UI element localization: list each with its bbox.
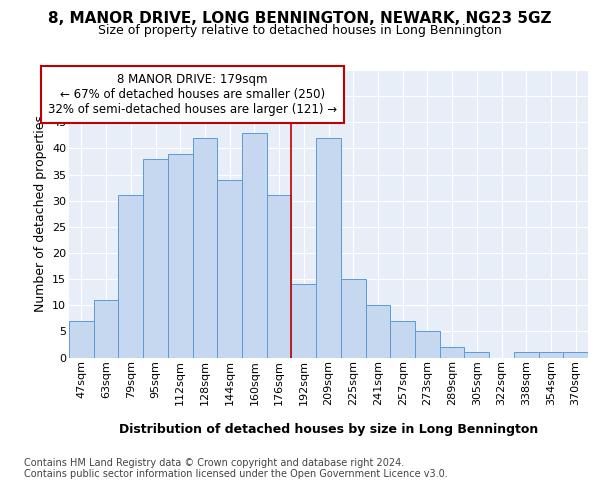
Bar: [341, 279, 365, 357]
Bar: [69, 321, 94, 358]
Text: Size of property relative to detached houses in Long Bennington: Size of property relative to detached ho…: [98, 24, 502, 37]
Text: 8, MANOR DRIVE, LONG BENNINGTON, NEWARK, NG23 5GZ: 8, MANOR DRIVE, LONG BENNINGTON, NEWARK,…: [48, 11, 552, 26]
Bar: [464, 352, 489, 358]
Bar: [143, 159, 168, 358]
Bar: [514, 352, 539, 358]
Bar: [94, 300, 118, 358]
Text: Distribution of detached houses by size in Long Bennington: Distribution of detached houses by size …: [119, 422, 538, 436]
Bar: [267, 196, 292, 358]
Bar: [316, 138, 341, 358]
Bar: [440, 347, 464, 358]
Bar: [242, 132, 267, 358]
Bar: [168, 154, 193, 358]
Bar: [118, 196, 143, 358]
Bar: [365, 305, 390, 358]
Y-axis label: Number of detached properties: Number of detached properties: [34, 116, 47, 312]
Bar: [193, 138, 217, 358]
Bar: [217, 180, 242, 358]
Bar: [539, 352, 563, 358]
Bar: [563, 352, 588, 358]
Text: 8 MANOR DRIVE: 179sqm
← 67% of detached houses are smaller (250)
32% of semi-det: 8 MANOR DRIVE: 179sqm ← 67% of detached …: [48, 72, 337, 116]
Bar: [415, 332, 440, 357]
Bar: [390, 321, 415, 358]
Text: Contains HM Land Registry data © Crown copyright and database right 2024.
Contai: Contains HM Land Registry data © Crown c…: [24, 458, 448, 479]
Bar: [292, 284, 316, 358]
